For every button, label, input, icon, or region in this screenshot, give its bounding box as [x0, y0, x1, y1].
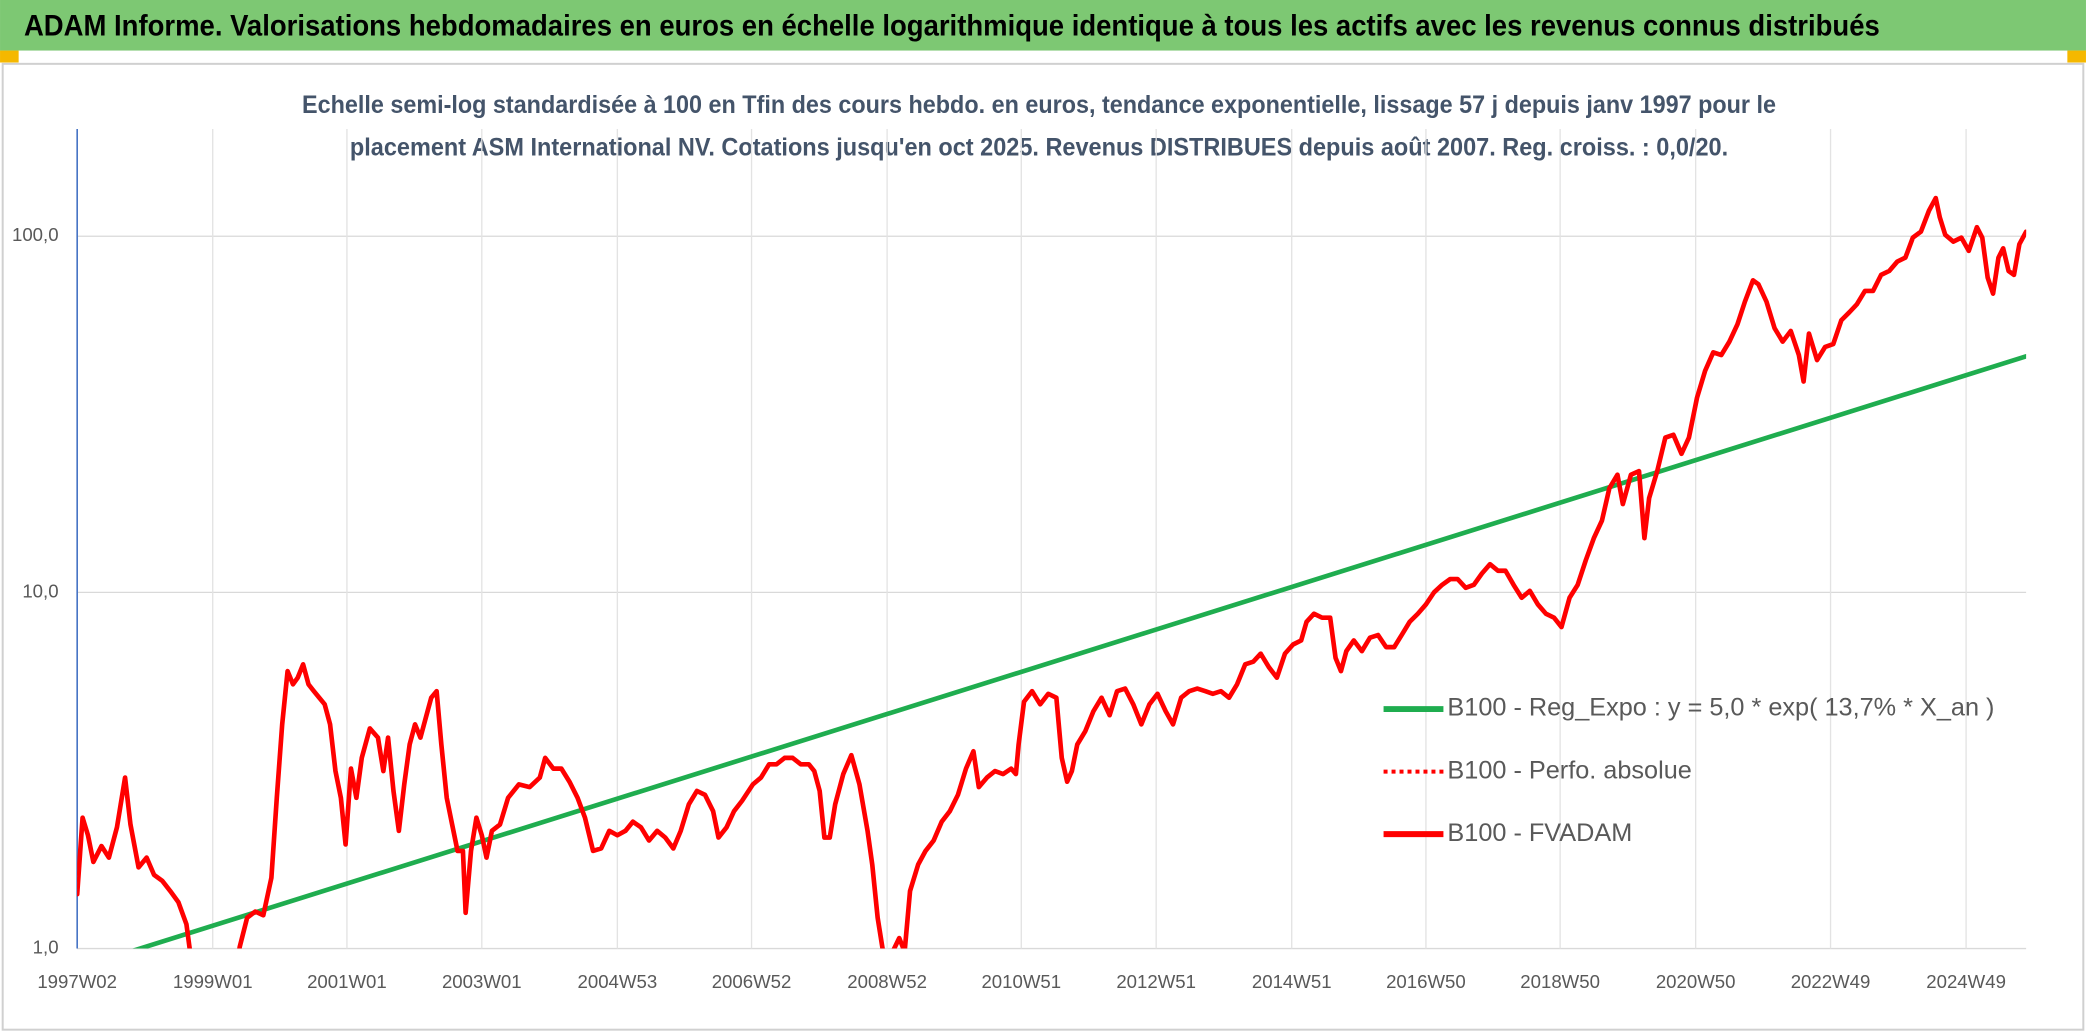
x-tick-label: 2020W50 — [1656, 971, 1736, 992]
x-tick-label: 2012W51 — [1116, 971, 1196, 992]
corner-mark — [0, 50, 19, 63]
header-band — [0, 0, 2086, 51]
x-tick-label: 1997W02 — [37, 971, 117, 992]
series-line — [77, 195, 2027, 949]
x-tick-label: 2001W01 — [307, 971, 387, 992]
chart-title: ADAM Informe. Valorisations hebdomadaire… — [24, 11, 1880, 43]
x-tick-label: 2004W53 — [578, 971, 658, 992]
x-tick-label: 2006W52 — [712, 971, 792, 992]
x-tick-label: 2008W52 — [847, 971, 927, 992]
x-tick-label: 2022W49 — [1791, 971, 1871, 992]
x-tick-label: 2014W51 — [1252, 971, 1332, 992]
plot-area — [77, 195, 2027, 949]
y-tick-label: 1,0 — [33, 936, 59, 957]
legend-label: B100 - Reg_Expo : y = 5,0 * exp( 13,7% *… — [1447, 694, 1994, 722]
x-tick-label: 1999W01 — [173, 971, 253, 992]
chart-subtitle: placement ASM International NV. Cotation… — [350, 134, 1728, 162]
series-line — [132, 354, 2027, 949]
x-tick-label: 2003W01 — [442, 971, 522, 992]
y-tick-label: 10,0 — [22, 580, 58, 601]
x-tick-label: 2016W50 — [1386, 971, 1466, 992]
chart-frame — [1, 62, 2085, 1031]
legend: B100 - Reg_Expo : y = 5,0 * exp( 13,7% *… — [1383, 694, 1994, 847]
legend-label: B100 - FVADAM — [1447, 819, 1632, 847]
grid — [76, 129, 2027, 950]
axis-labels: 1,0 10,0 100,0 1997W02 1999W01 2001W01 2003W01… — [12, 224, 2006, 992]
corner-mark — [2067, 50, 2086, 63]
legend-label: B100 - Perfo. absolue — [1447, 756, 1691, 784]
x-tick-label: 2018W50 — [1520, 971, 1600, 992]
x-tick-label: 2010W51 — [981, 971, 1061, 992]
chart-subtitle: Echelle semi-log standardisée à 100 en T… — [302, 91, 1776, 119]
x-tick-label: 2024W49 — [1926, 971, 2006, 992]
y-tick-label: 100,0 — [12, 224, 59, 245]
